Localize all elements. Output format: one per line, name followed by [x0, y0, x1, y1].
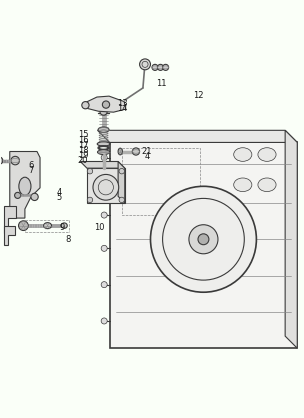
Circle shape: [19, 221, 28, 230]
Ellipse shape: [234, 178, 252, 191]
Circle shape: [101, 182, 107, 188]
Ellipse shape: [189, 225, 218, 254]
Text: 7: 7: [28, 166, 33, 175]
Circle shape: [163, 64, 169, 70]
Circle shape: [82, 102, 89, 109]
Polygon shape: [118, 161, 125, 203]
Text: 20: 20: [78, 156, 88, 165]
Polygon shape: [4, 206, 16, 233]
Ellipse shape: [118, 148, 122, 155]
Text: 18: 18: [78, 146, 88, 155]
Polygon shape: [80, 161, 125, 168]
Ellipse shape: [44, 223, 52, 229]
Ellipse shape: [98, 127, 109, 133]
Circle shape: [0, 157, 3, 164]
Text: 15: 15: [78, 130, 88, 139]
Ellipse shape: [19, 177, 31, 195]
Text: 8: 8: [66, 235, 71, 244]
Circle shape: [11, 156, 19, 165]
Circle shape: [101, 282, 107, 288]
Ellipse shape: [258, 148, 276, 161]
Ellipse shape: [93, 174, 119, 200]
Circle shape: [101, 318, 107, 324]
Circle shape: [157, 64, 164, 70]
Circle shape: [140, 59, 150, 70]
Ellipse shape: [150, 186, 256, 292]
Ellipse shape: [198, 234, 209, 245]
Circle shape: [15, 192, 21, 199]
Text: 10: 10: [95, 223, 105, 232]
Text: 11: 11: [157, 79, 167, 88]
Ellipse shape: [98, 150, 110, 155]
Circle shape: [101, 212, 107, 218]
Circle shape: [87, 168, 93, 174]
Ellipse shape: [234, 148, 252, 161]
Text: 12: 12: [193, 91, 203, 100]
Circle shape: [87, 197, 93, 203]
Polygon shape: [4, 226, 15, 245]
Bar: [122, 148, 200, 215]
Text: 17: 17: [78, 140, 88, 150]
Text: 4: 4: [144, 152, 150, 161]
Polygon shape: [84, 96, 126, 112]
Circle shape: [119, 197, 124, 203]
Ellipse shape: [97, 142, 110, 146]
Circle shape: [152, 64, 158, 70]
Ellipse shape: [61, 223, 67, 228]
Polygon shape: [110, 143, 297, 348]
Text: 21: 21: [141, 147, 152, 156]
Circle shape: [132, 148, 140, 155]
Text: 6: 6: [28, 161, 33, 170]
Circle shape: [102, 101, 110, 108]
Circle shape: [31, 193, 38, 201]
Polygon shape: [10, 151, 40, 218]
Circle shape: [119, 168, 124, 174]
Text: 13: 13: [117, 99, 128, 107]
Polygon shape: [87, 168, 125, 203]
Text: 14: 14: [117, 104, 128, 113]
Circle shape: [101, 155, 107, 161]
Polygon shape: [98, 130, 297, 143]
Text: 9: 9: [60, 223, 65, 232]
Text: 19: 19: [78, 151, 88, 160]
Text: 5: 5: [57, 193, 62, 202]
Circle shape: [100, 108, 107, 115]
Text: 16: 16: [78, 135, 88, 145]
Text: 4: 4: [57, 188, 62, 197]
Polygon shape: [285, 130, 297, 348]
Ellipse shape: [258, 178, 276, 191]
Circle shape: [101, 245, 107, 251]
